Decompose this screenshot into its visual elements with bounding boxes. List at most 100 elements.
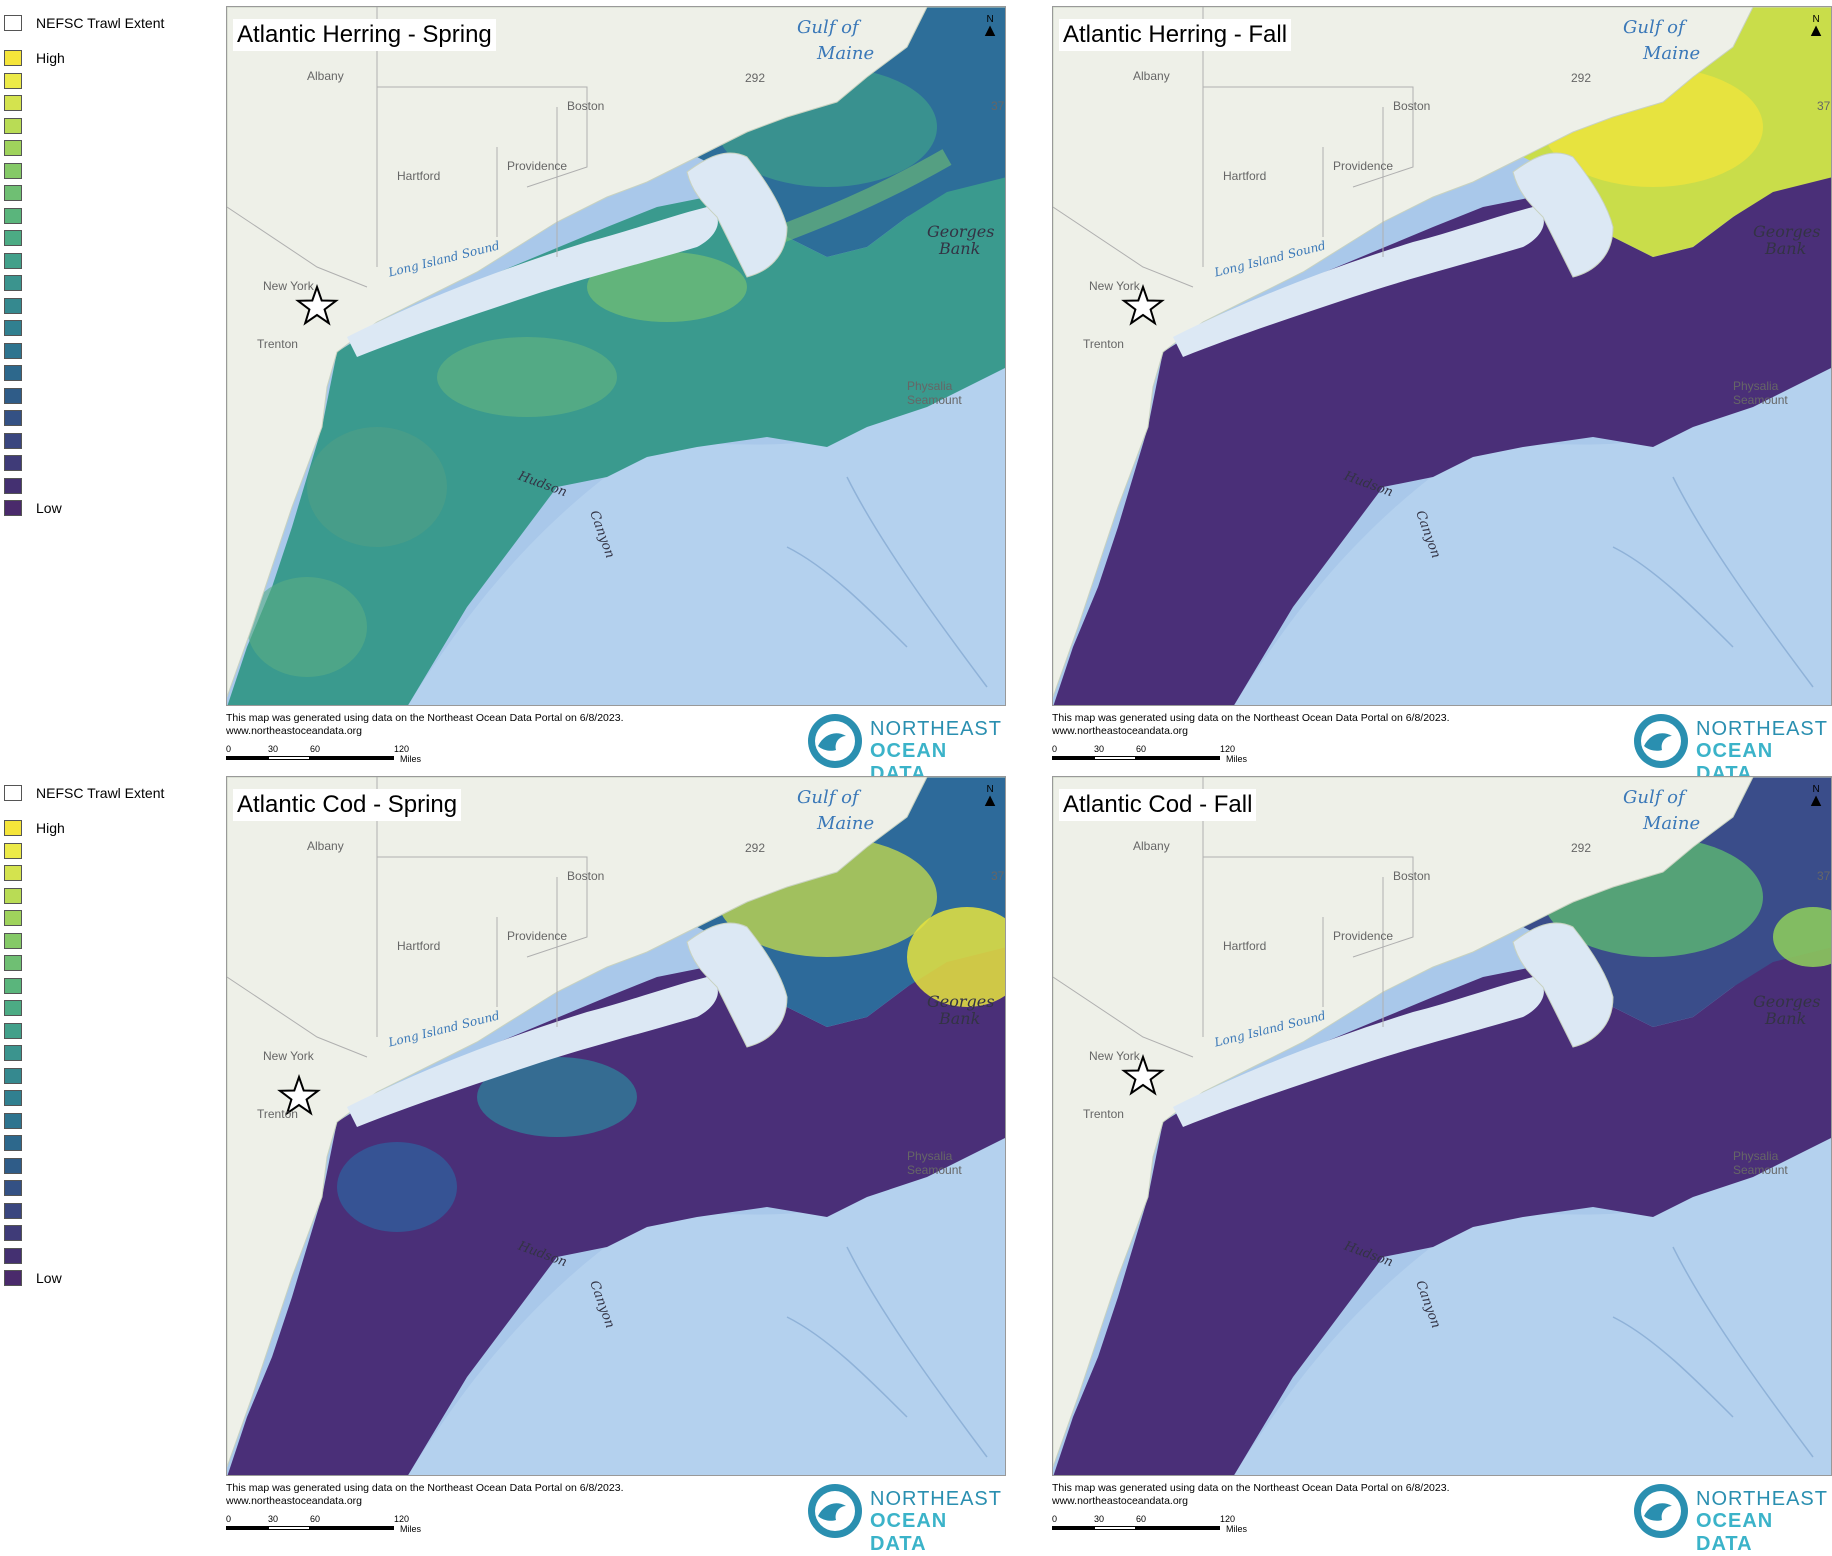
north-label: N — [986, 14, 994, 25]
northeast-ocean-data-logo[interactable]: NORTHEAST OCEAN DATA — [806, 1482, 1006, 1555]
abyssal-plain — [1234, 367, 1831, 705]
legend-swatch — [4, 1000, 22, 1016]
depth-label-292: 292 — [745, 841, 766, 855]
legend-swatch — [4, 1135, 22, 1151]
map-canvas[interactable]: Albany Boston Hartford Providence New York Tr… — [1052, 6, 1832, 706]
northeast-ocean-data-logo[interactable]: NORTHEAST OCEAN DATA — [1632, 712, 1832, 785]
scale-segment — [1052, 756, 1094, 760]
density-patch — [337, 1142, 457, 1232]
scale-bar: 0 30 60 120 Miles — [1052, 744, 1272, 776]
place-label-physalia-seamount: Physalia Seamount — [1733, 1149, 1788, 1177]
scale-segment — [268, 1526, 310, 1530]
scale-tick-label: 0 — [226, 744, 232, 754]
cape-cod — [686, 152, 788, 278]
map-credit: This map was generated using data on the… — [1052, 712, 1450, 738]
depth-label-37: 37 — [991, 869, 1005, 883]
place-label-new-york: New York — [1089, 279, 1140, 293]
legend-ramp-row — [4, 228, 22, 248]
legend-ramp-row — [4, 206, 22, 226]
legend-ramp-row — [4, 1223, 22, 1243]
legend-swatch — [4, 1022, 22, 1039]
place-label-boston: Boston — [1393, 869, 1431, 883]
place-label-physalia-seamount: Physalia Seamount — [1733, 379, 1788, 407]
scale-segment — [1052, 1526, 1094, 1530]
legend-swatch — [4, 932, 22, 949]
depth-label-292: 292 — [1571, 841, 1592, 855]
legend-swatch — [4, 820, 22, 836]
legend-swatch — [4, 1112, 22, 1129]
legend-swatch — [4, 432, 22, 449]
water-label-georges: Georges — [927, 992, 995, 1011]
north-arrow-icon: N ▲ — [1807, 785, 1825, 810]
depth-label-292: 292 — [1571, 71, 1592, 85]
legend-ramp-row — [4, 273, 22, 293]
scale-segment — [310, 756, 394, 760]
scale-segment — [1094, 1526, 1136, 1530]
north-label: N — [1812, 14, 1820, 25]
credit-url: www.northeastoceandata.org — [1052, 725, 1189, 737]
scale-bar: 0 30 60 120 Miles — [226, 1514, 446, 1546]
northeast-ocean-data-logo[interactable]: NORTHEAST OCEAN DATA — [1632, 1482, 1832, 1555]
place-label-trenton: Trenton — [1083, 337, 1124, 351]
legend-swatch — [4, 1090, 22, 1106]
land-mass — [1053, 7, 1831, 698]
scale-segment — [1136, 756, 1220, 760]
logo-text-northeast: NORTHEAST — [1696, 1488, 1828, 1510]
abyssal-plain — [1234, 1137, 1831, 1475]
map-canvas[interactable]: Albany Boston Hartford Providence New York Tr… — [226, 6, 1006, 706]
legend-ramp-row — [4, 386, 22, 406]
legend-swatch — [4, 842, 22, 859]
scale-bar: 0 30 60 120 Miles — [1052, 1514, 1272, 1546]
scale-tick-label: 60 — [1136, 1514, 1147, 1524]
legend-swatch — [4, 342, 22, 359]
map-title: Atlantic Herring - Fall — [1059, 19, 1292, 51]
land-mass — [227, 777, 1005, 1468]
seafloor-channel — [786, 476, 988, 688]
cape-cod — [1512, 922, 1614, 1048]
legend-swatch — [4, 1157, 22, 1174]
credit-url: www.northeastoceandata.org — [226, 725, 363, 737]
legend-swatch — [4, 50, 22, 66]
place-label-boston: Boston — [1393, 99, 1431, 113]
depth-label-37: 37 — [1817, 869, 1831, 883]
legend-low-label: Low — [36, 500, 62, 516]
logo-text-ocean-data: OCEAN DATA — [1696, 1510, 1774, 1555]
water-label-bank: Bank — [939, 1009, 981, 1028]
north-arrow-icon: N ▲ — [1807, 14, 1825, 40]
legend-bottom: NEFSC Trawl Extent High Low — [4, 780, 204, 1286]
legend-ramp-row — [4, 363, 22, 383]
scale-tick-label: 0 — [1052, 744, 1058, 754]
map-canvas[interactable]: Albany Boston Hartford Providence New York Tr… — [226, 776, 1006, 1476]
map-graphic — [227, 777, 1005, 1475]
legend-ramp-row: Low — [4, 1268, 62, 1288]
map-title: Atlantic Cod - Spring — [233, 789, 462, 821]
northeast-ocean-data-logo[interactable]: NORTHEAST OCEAN DATA — [806, 712, 1006, 785]
legend-ramp-row — [4, 1043, 22, 1063]
legend-swatch — [4, 955, 22, 971]
land-mass — [227, 7, 1005, 698]
legend-ramp-row — [4, 453, 22, 473]
gulf-hotspot-east — [907, 907, 1005, 1007]
map-credit: This map was generated using data on the… — [1052, 1482, 1450, 1508]
scale-tick-label: 30 — [1094, 1514, 1105, 1524]
density-patch — [247, 577, 367, 677]
water-label-gulf-of: Gulf of — [797, 17, 859, 38]
legend-ramp-row — [4, 408, 22, 428]
scale-tick-label: 60 — [310, 1514, 321, 1524]
place-label-boston: Boston — [567, 99, 605, 113]
map-canvas[interactable]: Albany Boston Hartford Providence New York Tr… — [1052, 776, 1832, 1476]
wave-logo-icon — [808, 1484, 862, 1538]
scale-tick-label: 120 — [1220, 744, 1236, 754]
continental-shelf-density — [227, 937, 1005, 1475]
scale-tick-label: 30 — [1094, 744, 1105, 754]
long-island-sound — [347, 977, 718, 1127]
map-panel-cod-fall: Albany Boston Hartford Providence New York Tr… — [1052, 776, 1832, 1555]
long-island-sound — [1173, 977, 1544, 1127]
north-arrow-glyph: ▲ — [1807, 20, 1825, 40]
scale-segment — [1136, 1526, 1220, 1530]
north-arrow-icon: N ▲ — [981, 785, 999, 810]
legend-swatch — [4, 207, 22, 224]
credit-line: This map was generated using data on the… — [226, 1482, 624, 1494]
water-label-bank: Bank — [1765, 239, 1807, 258]
scale-unit: Miles — [400, 1524, 422, 1534]
